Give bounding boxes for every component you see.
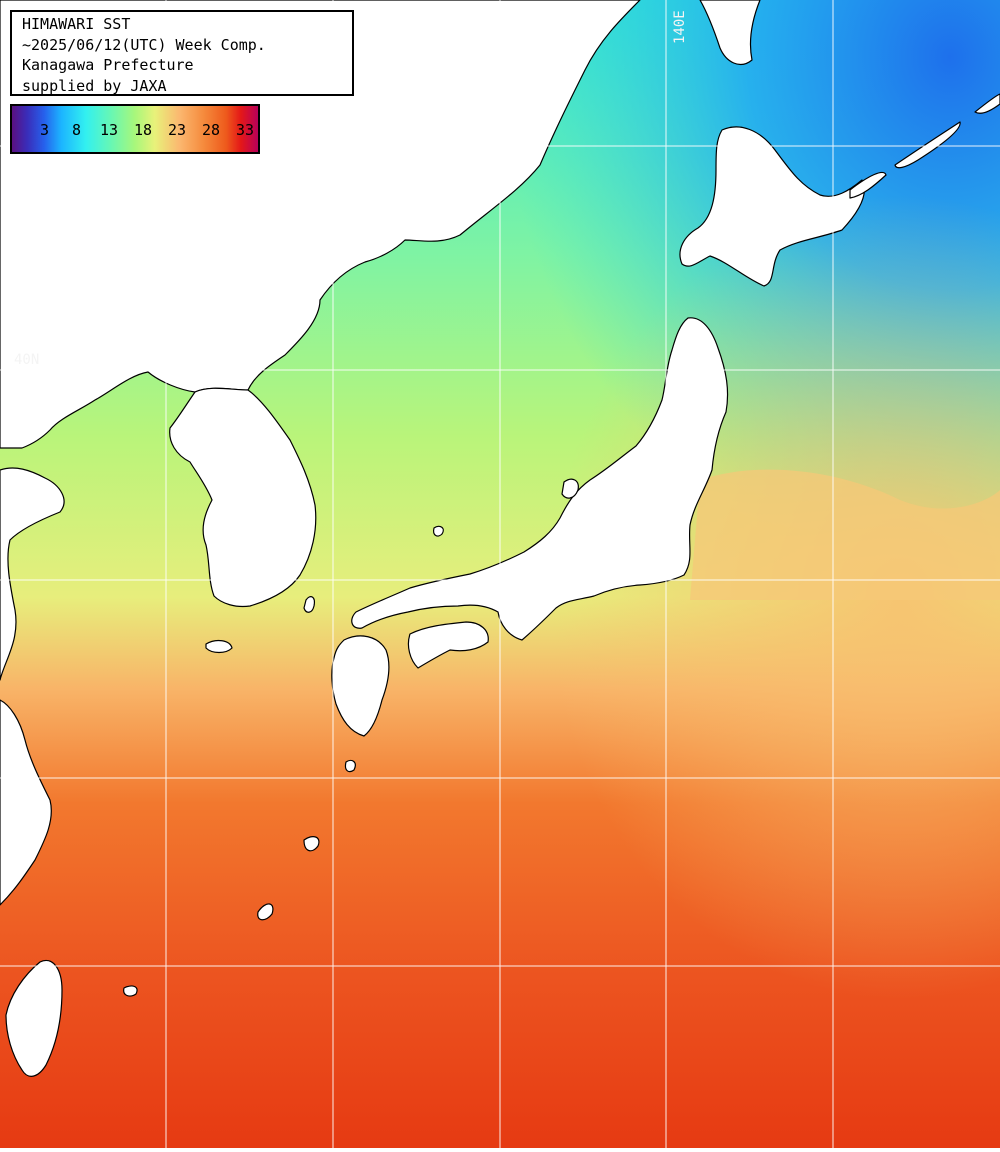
legend-tick: 18 [134, 121, 153, 139]
land-hokkaido [679, 126, 865, 287]
land-tsushima [303, 596, 315, 613]
land-sakhalin-coast [699, 0, 761, 65]
map-title: HIMAWARI SST [22, 15, 131, 33]
map-date: ~2025/06/12(UTC) Week Comp. [22, 35, 266, 54]
legend-tick: 23 [168, 121, 187, 139]
land-kuril-1 [849, 171, 887, 199]
land-taiwan [5, 959, 63, 1077]
land-kyushu [331, 635, 390, 737]
land-china-coast [0, 467, 65, 681]
land-jeju [205, 639, 233, 654]
legend-tick: 13 [100, 121, 119, 139]
legend-tick: 33 [236, 121, 255, 139]
land-shikoku [407, 621, 489, 669]
land-kuril-2 [894, 121, 961, 169]
color-legend: 3 8 13 18 23 28 33 [10, 104, 260, 154]
map-credit: supplied by JAXA [22, 76, 167, 95]
land-ryukyu-2 [257, 903, 274, 921]
land-sado [561, 478, 579, 499]
land-ryukyu-1 [303, 836, 320, 852]
land-kuril-3 [974, 93, 1000, 114]
legend-tick: 8 [72, 121, 82, 139]
land-oki [433, 525, 444, 537]
kuroshio-warm-tongue [690, 469, 1000, 600]
gridline-label-140e: 140E [672, 10, 688, 44]
land-honshu [351, 317, 729, 641]
legend-tick: 28 [202, 121, 221, 139]
land-ryukyu-4 [344, 759, 356, 773]
land-ryukyu-3 [123, 985, 138, 997]
map-region: Kanagawa Prefecture [22, 56, 194, 74]
land-china-south [0, 699, 52, 906]
map-info-box: HIMAWARI SST ~2025/06/12(UTC) Week Comp.… [10, 10, 354, 96]
legend-tick: 3 [40, 121, 50, 139]
gridline-label-40n: 40N [14, 352, 40, 368]
